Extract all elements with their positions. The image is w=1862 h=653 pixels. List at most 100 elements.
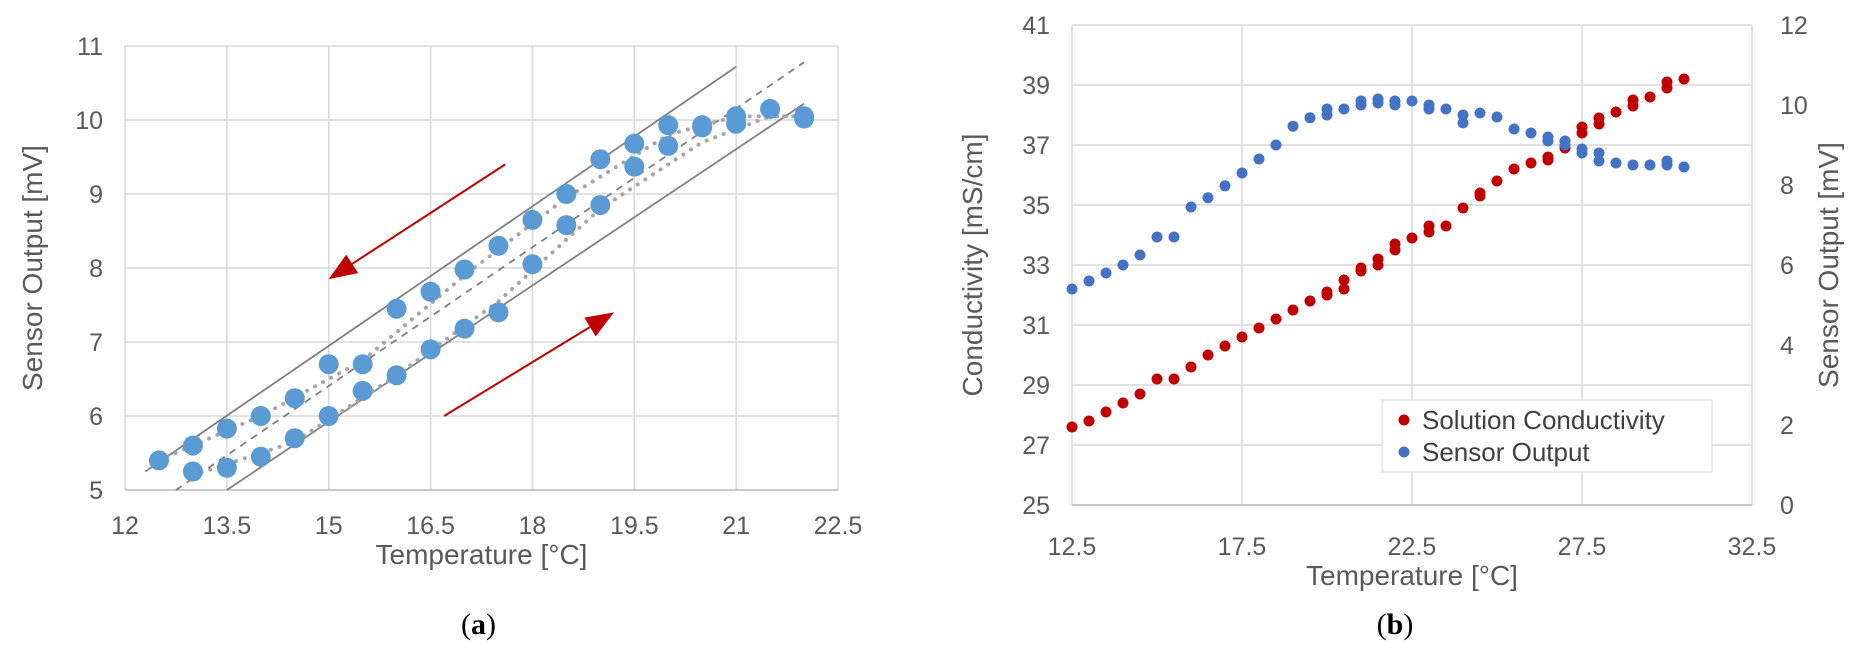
x-axis-title: Temperature [°C] <box>1306 560 1518 591</box>
x-tick-label: 18 <box>519 512 547 540</box>
legend-marker <box>1398 446 1410 458</box>
direction-arrow-shaft <box>443 326 591 417</box>
sensor-output-point <box>1406 95 1418 107</box>
data-point <box>284 388 305 409</box>
conductivity-point <box>1066 421 1078 433</box>
legend-marker <box>1398 414 1410 426</box>
dashed-fit-line <box>175 61 805 491</box>
conductivity-point <box>1253 322 1265 334</box>
data-point <box>692 117 713 138</box>
sensor-output-point <box>1474 107 1486 119</box>
conductivity-point <box>1270 313 1282 325</box>
sensor-output-point <box>1678 161 1690 173</box>
data-point <box>250 406 271 426</box>
data-point <box>556 215 577 236</box>
y2-tick-label: 6 <box>1780 252 1794 280</box>
sensor-output-point <box>1219 180 1231 192</box>
y-tick-label: 6 <box>89 403 103 431</box>
legend-label: Solution Conductivity <box>1422 405 1665 435</box>
data-point <box>352 380 373 401</box>
data-point <box>284 428 305 449</box>
y-tick-label: 27 <box>1022 432 1050 460</box>
direction-arrow-shaft <box>351 163 506 265</box>
panel-caption-a: (a) <box>461 608 496 641</box>
y-axis-title: Conductivity [mS/cm] <box>957 134 988 397</box>
x-tick-label: 22.5 <box>814 512 863 540</box>
y-tick-label: 11 <box>77 33 103 61</box>
x-tick-label: 16.5 <box>406 512 455 540</box>
conductivity-point <box>1508 163 1520 175</box>
sensor-output-point <box>1610 157 1622 169</box>
y-tick-label: 29 <box>1022 372 1050 400</box>
data-point <box>590 195 611 216</box>
sensor-output-point <box>1491 111 1503 123</box>
bound-line <box>226 102 805 491</box>
conductivity-point <box>1338 274 1350 286</box>
x-tick-label: 15 <box>315 512 343 540</box>
data-point <box>250 446 271 467</box>
sensor-output-point <box>1576 143 1588 155</box>
y-tick-label: 5 <box>89 477 103 505</box>
sensor-output-point <box>1304 112 1316 124</box>
conductivity-point <box>1627 94 1639 106</box>
data-point <box>352 354 373 375</box>
sensor-output-point <box>1440 103 1452 115</box>
data-point <box>794 108 815 129</box>
data-point <box>420 339 441 360</box>
data-point <box>488 235 509 256</box>
sensor-output-point <box>1083 275 1095 287</box>
direction-arrow-head <box>328 254 359 280</box>
chart-a: 12 13.5 15 16.5 18 19.5 21 22.5 5 6 7 8 9 10 11 Tempera… <box>17 33 862 641</box>
conductivity-point <box>1423 220 1435 232</box>
conductivity-point <box>1457 202 1469 214</box>
y2-tick-label: 4 <box>1780 332 1794 360</box>
legend-label: Sensor Output <box>1422 437 1590 467</box>
sensor-output-point <box>1457 117 1469 129</box>
sensor-output-point <box>1100 267 1112 279</box>
y-tick-label: 33 <box>1022 252 1050 280</box>
data-point <box>148 450 169 471</box>
conductivity-point <box>1202 349 1214 361</box>
sensor-output-point <box>1525 127 1537 139</box>
sensor-output-point <box>1151 231 1163 243</box>
x-tick-label: 12 <box>111 512 139 540</box>
sensor-output-point <box>1423 99 1435 111</box>
data-point <box>454 259 475 280</box>
x-tick-label: 17.5 <box>1218 533 1267 561</box>
y-tick-label: 10 <box>75 107 103 135</box>
y2-tick-label: 2 <box>1780 412 1794 440</box>
sensor-output-point <box>1644 159 1656 171</box>
data-point <box>216 418 237 439</box>
sensor-output-point <box>1457 109 1469 121</box>
dotted-trendline <box>156 114 807 463</box>
data-point <box>318 354 339 375</box>
conductivity-point <box>1525 157 1537 169</box>
chart-b: 12.5 17.5 22.5 27.5 32.525272931333537394102… <box>957 12 1844 641</box>
x-axis-title: Temperature [°C] <box>376 539 588 570</box>
y-axis-title: Sensor Output [mV] <box>17 145 48 391</box>
x-tick-label: 27.5 <box>1558 533 1607 561</box>
data-point <box>488 302 509 323</box>
y-tick-label: 25 <box>1022 492 1050 520</box>
y-tick-label: 8 <box>89 255 103 283</box>
conductivity-point <box>1134 388 1146 400</box>
data-point <box>420 281 441 302</box>
y-tick-label: 39 <box>1022 72 1050 100</box>
conductivity-point <box>1661 76 1673 88</box>
conductivity-point <box>1304 295 1316 307</box>
panel-caption-b: (b) <box>1377 608 1414 641</box>
data-point <box>522 209 543 230</box>
y-tick-label: 31 <box>1022 312 1050 340</box>
sensor-output-point <box>1185 201 1197 213</box>
sensor-output-point <box>1287 120 1299 132</box>
conductivity-point <box>1678 73 1690 85</box>
y2-tick-label: 0 <box>1780 492 1794 520</box>
sensor-output-point <box>1253 153 1265 165</box>
y-tick-label: 37 <box>1022 132 1050 160</box>
conductivity-point <box>1219 340 1231 352</box>
conductivity-point <box>1474 187 1486 199</box>
sensor-output-point <box>1559 135 1571 147</box>
data-point <box>590 149 611 170</box>
conductivity-point <box>1083 415 1095 427</box>
